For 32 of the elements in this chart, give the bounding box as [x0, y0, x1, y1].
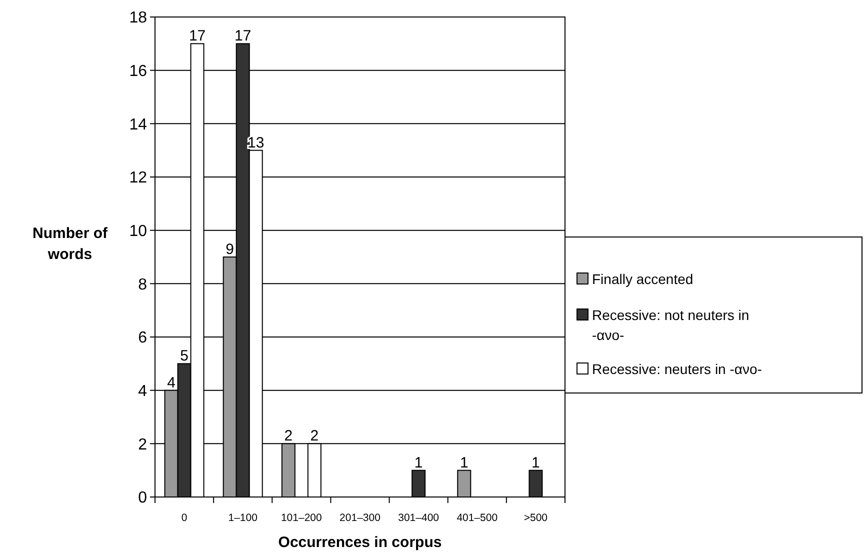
data-label: 2: [310, 428, 319, 445]
x-tick-label: 401–500: [456, 512, 498, 524]
y-tick-label: 0: [138, 490, 148, 507]
y-tick-label: 14: [129, 116, 148, 134]
x-axis-title: Occurrences in corpus: [278, 534, 442, 551]
y-tick-label: 8: [138, 276, 148, 294]
x-tick-label: 101–200: [280, 512, 322, 524]
legend-label: Recessive: neuters in -ανο-: [592, 361, 762, 377]
data-label: 9: [226, 241, 234, 258]
y-tick-label: 18: [129, 10, 148, 27]
y-tick-label: 16: [129, 62, 148, 80]
data-label: 17: [188, 28, 206, 45]
data-label: 1: [414, 454, 423, 472]
y-tick-label: 2: [138, 436, 148, 454]
legend-label: Finally accented: [592, 271, 694, 287]
x-tick-label: 201–300: [340, 512, 381, 524]
x-tick-label: 1–100: [228, 512, 258, 524]
x-tick-label: 0: [181, 512, 188, 524]
data-label: 2: [284, 428, 293, 445]
data-label: 1: [532, 454, 540, 472]
data-label: 5: [180, 348, 188, 365]
y-tick-label: 4: [138, 382, 148, 400]
legend-label: Recessive: not neuters in -ανο-: [592, 307, 750, 343]
x-tick-label: >500: [524, 512, 548, 524]
y-tick-label: 10: [129, 222, 148, 240]
x-tick-label: 301–400: [398, 512, 440, 524]
data-label: 1: [460, 454, 468, 472]
data-label: 4: [167, 374, 176, 392]
data-label: 17: [234, 28, 252, 45]
y-axis-title: Number of words: [32, 225, 109, 263]
y-tick-label: 12: [129, 170, 148, 187]
y-tick-label: 6: [138, 330, 148, 347]
